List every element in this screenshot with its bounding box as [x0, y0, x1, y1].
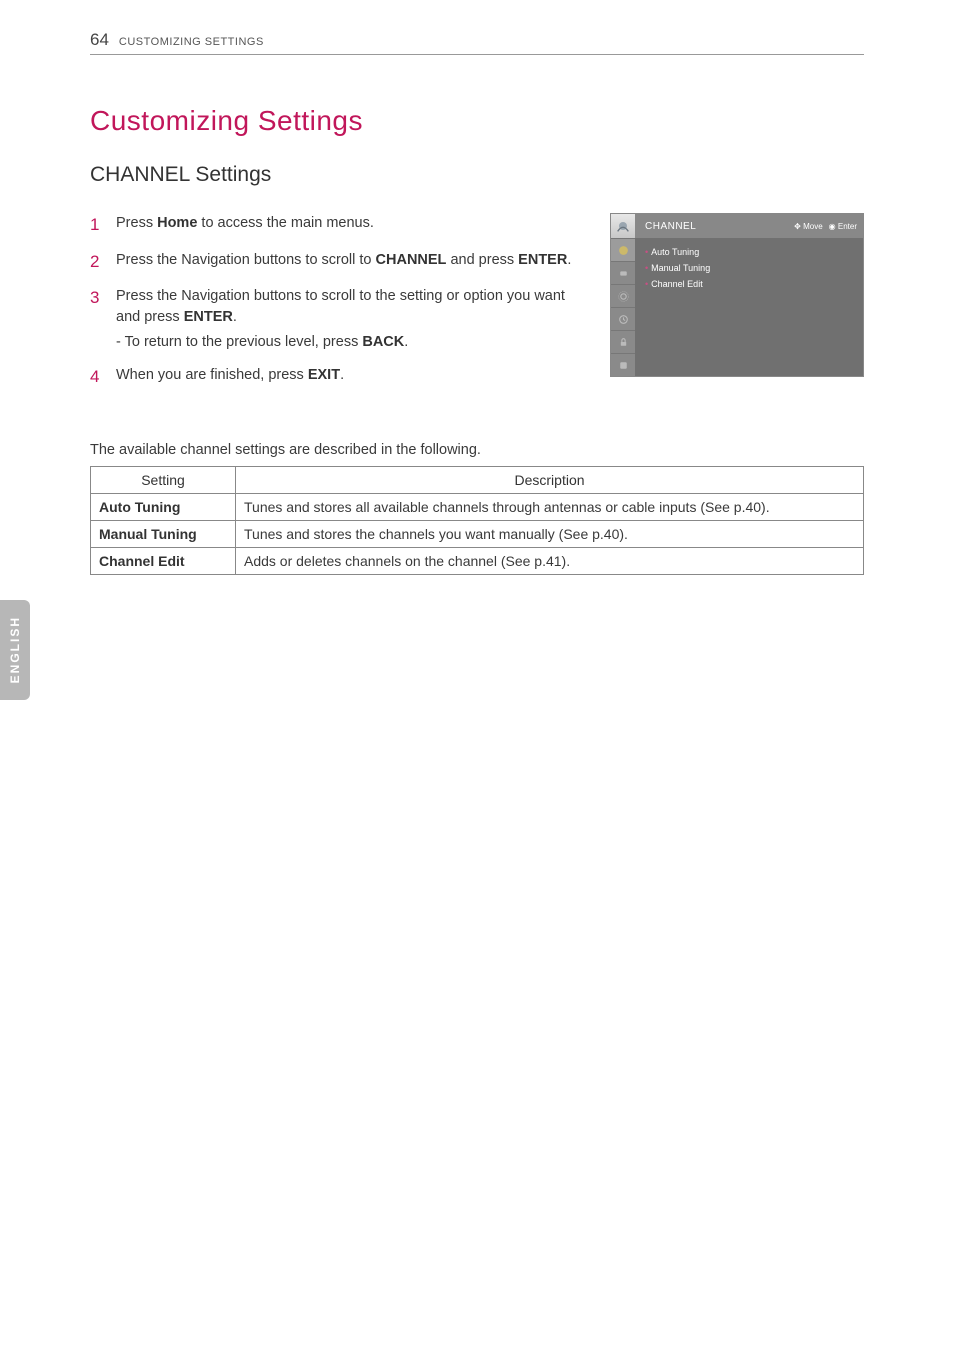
osd-menu-item: •Auto Tuning — [645, 244, 863, 260]
enter-icon: ◉ — [829, 222, 836, 231]
osd-satellite-icon — [611, 214, 635, 238]
page-title-h2: CHANNEL Settings — [90, 163, 864, 187]
osd-tab-option-icon — [611, 353, 635, 376]
step: 2 Press the Navigation buttons to scroll … — [90, 250, 590, 275]
table-header-description: Description — [236, 466, 864, 493]
step-body: Press Home to access the main menus. — [116, 213, 590, 238]
step-text: Press the Navigation buttons to scroll t… — [116, 250, 590, 271]
page-title-h1: Customizing Settings — [90, 105, 864, 137]
table-header-row: Setting Description — [91, 466, 864, 493]
step-text: When you are finished, press EXIT. — [116, 365, 590, 386]
bold-term: CHANNEL — [376, 252, 447, 268]
step-body: Press the Navigation buttons to scroll t… — [116, 250, 590, 275]
table-intro-line: The available channel settings are descr… — [90, 442, 864, 458]
osd-menu-list: •Auto Tuning•Manual Tuning•Channel Edit — [635, 238, 863, 376]
table-header-setting: Setting — [91, 466, 236, 493]
osd-move-label: Move — [803, 222, 823, 231]
setting-description-cell: Adds or deletes channels on the channel … — [236, 547, 864, 574]
language-side-tab-label: ENGLISH — [8, 616, 22, 683]
bullet-icon: • — [645, 247, 648, 257]
step-number: 1 — [90, 213, 102, 238]
steps-list: 1 Press Home to access the main menus. 2 Pr… — [90, 213, 590, 402]
osd-menu-item: •Manual Tuning — [645, 260, 863, 276]
osd-tab-audio-icon — [611, 261, 635, 284]
step-text: Press Home to access the main menus. — [116, 213, 590, 234]
osd-move-hint: ✥ Move — [794, 222, 823, 231]
setting-name-cell: Manual Tuning — [91, 520, 236, 547]
bullet-icon: • — [645, 263, 648, 273]
settings-table: Setting Description Auto TuningTunes and… — [90, 466, 864, 575]
osd-title: CHANNEL — [635, 221, 794, 232]
osd-tab-settings-icon — [611, 284, 635, 307]
step: 1 Press Home to access the main menus. — [90, 213, 590, 238]
bold-term: ENTER — [518, 252, 567, 268]
osd-menu-item: •Channel Edit — [645, 276, 863, 292]
table-row: Channel EditAdds or deletes channels on … — [91, 547, 864, 574]
bold-term: Home — [157, 215, 197, 231]
osd-body: •Auto Tuning•Manual Tuning•Channel Edit — [611, 238, 863, 376]
osd-enter-label: Enter — [838, 222, 857, 231]
osd-tab-lock-icon — [611, 330, 635, 353]
table-row: Manual TuningTunes and stores the channe… — [91, 520, 864, 547]
bold-term: BACK — [362, 334, 404, 350]
osd-hints: ✥ Move ◉ Enter — [794, 222, 863, 231]
step-body: When you are finished, press EXIT. — [116, 365, 590, 390]
osd-titlebar: CHANNEL ✥ Move ◉ Enter — [611, 214, 863, 238]
bullet-icon: • — [645, 279, 648, 289]
step: 3 Press the Navigation buttons to scroll … — [90, 286, 590, 353]
language-side-tab: ENGLISH — [0, 600, 30, 700]
osd-screenshot: CHANNEL ✥ Move ◉ Enter •Auto Tuning•Manu… — [610, 213, 864, 377]
page-header: 64 CUSTOMIZING SETTINGS — [90, 30, 864, 55]
step-sub-text: - To return to the previous level, press… — [116, 332, 590, 353]
step-number: 3 — [90, 286, 102, 353]
setting-name-cell: Auto Tuning — [91, 493, 236, 520]
step-number: 4 — [90, 365, 102, 390]
bold-term: EXIT — [308, 367, 340, 383]
setting-name-cell: Channel Edit — [91, 547, 236, 574]
header-section-title: CUSTOMIZING SETTINGS — [119, 36, 264, 48]
setting-description-cell: Tunes and stores the channels you want m… — [236, 520, 864, 547]
osd-tab-picture-icon — [611, 238, 635, 261]
step-body: Press the Navigation buttons to scroll t… — [116, 286, 590, 353]
osd-tab-time-icon — [611, 307, 635, 330]
step-text: Press the Navigation buttons to scroll t… — [116, 286, 590, 328]
bold-term: ENTER — [184, 309, 233, 325]
step-number: 2 — [90, 250, 102, 275]
osd-side-tabs — [611, 238, 635, 376]
two-column-layout: 1 Press Home to access the main menus. 2 Pr… — [90, 213, 864, 402]
move-icon: ✥ — [794, 222, 801, 231]
osd-enter-hint: ◉ Enter — [829, 222, 857, 231]
page-number: 64 — [90, 30, 109, 50]
table-row: Auto TuningTunes and stores all availabl… — [91, 493, 864, 520]
page-content: 64 CUSTOMIZING SETTINGS Customizing Sett… — [0, 0, 954, 605]
step: 4 When you are finished, press EXIT. — [90, 365, 590, 390]
setting-description-cell: Tunes and stores all available channels … — [236, 493, 864, 520]
